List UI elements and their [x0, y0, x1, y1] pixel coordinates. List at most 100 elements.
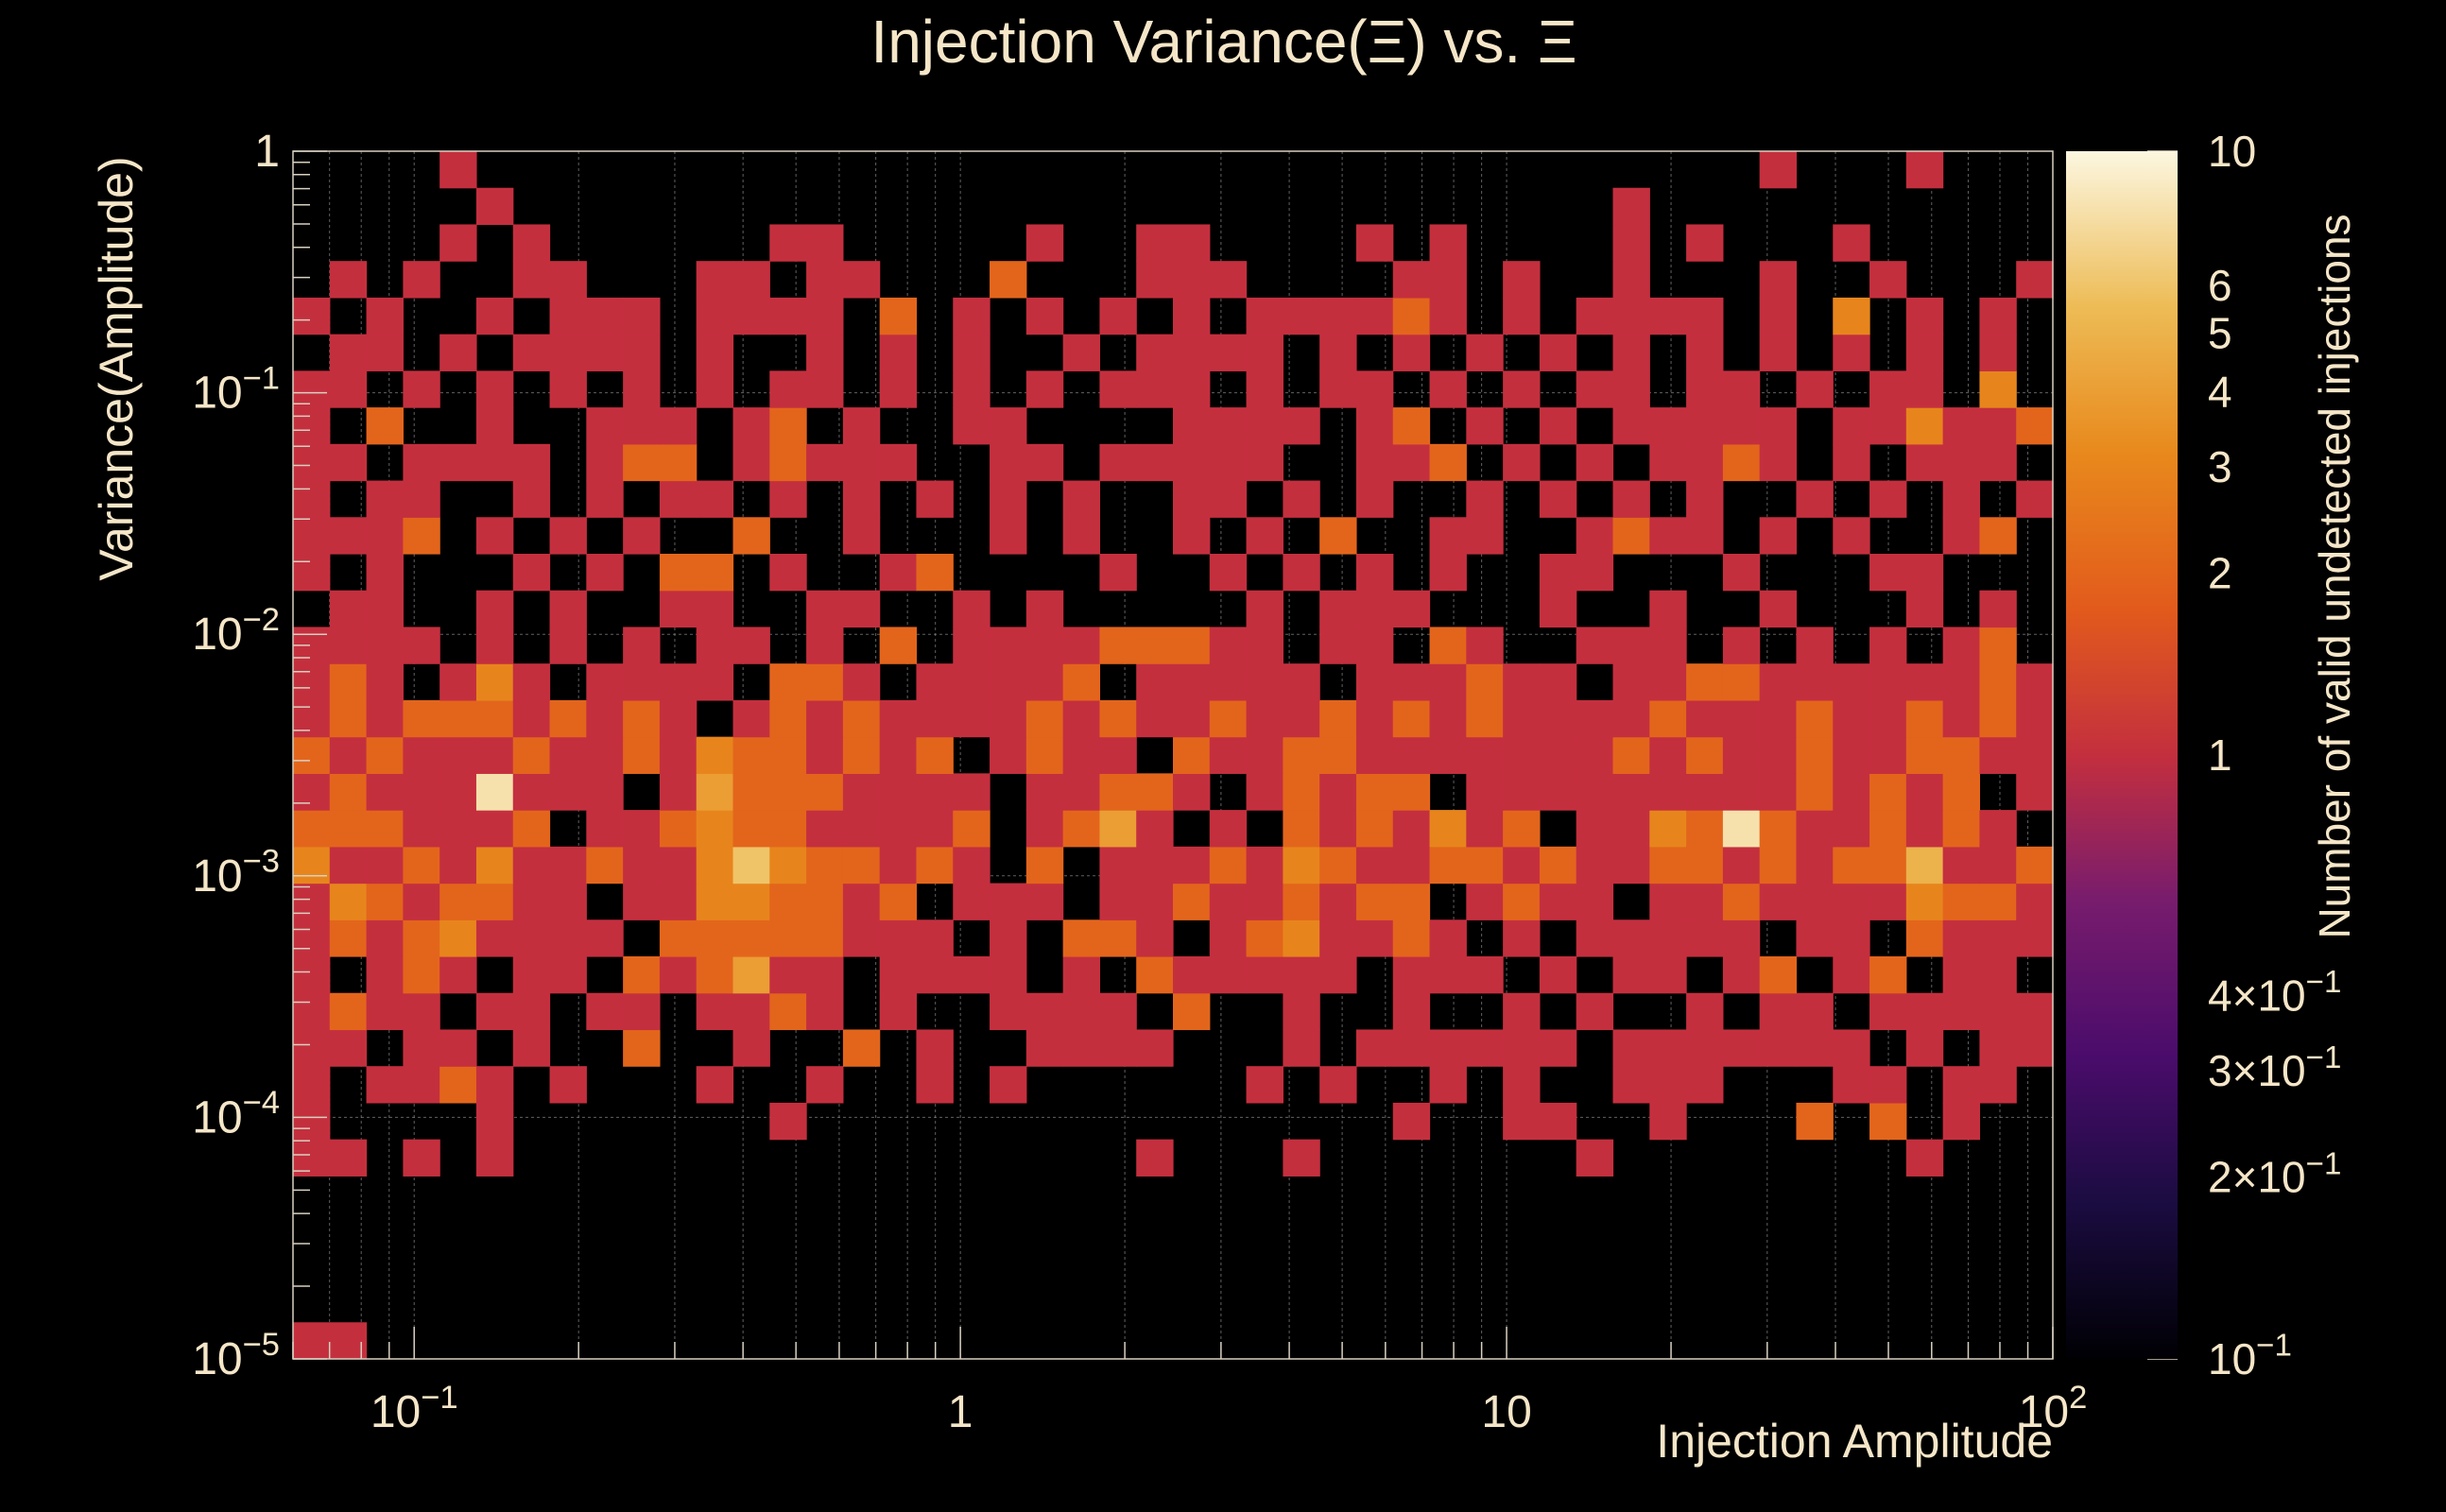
- heatmap-cell: [329, 261, 368, 299]
- heatmap-cell: [1246, 919, 1283, 957]
- heatmap-cell: [1025, 773, 1064, 811]
- axis-tick-labels: 10−1 1 10 102 1 10−1 10−2 10−3 10−4 10−5 10 65 4 3 2 1 4…: [192, 127, 2341, 1437]
- heatmap-cell: [659, 846, 698, 885]
- heatmap-cell: [659, 956, 698, 994]
- heatmap-cell: [1025, 663, 1064, 701]
- colorbar-tick-label: 2: [2208, 549, 2232, 598]
- heatmap-cell: [1869, 736, 1907, 774]
- heatmap-cell: [806, 224, 844, 262]
- heatmap-cell: [1979, 590, 2017, 628]
- heatmap-cell: [879, 883, 918, 920]
- heatmap-cell: [769, 919, 807, 957]
- heatmap-cell: [1283, 1029, 1320, 1067]
- heatmap-cell: [1466, 736, 1504, 774]
- heatmap-cell: [1466, 1029, 1504, 1067]
- heatmap-cell: [1283, 736, 1320, 774]
- heatmap-cell: [1722, 699, 1761, 738]
- heatmap-cell: [806, 261, 844, 299]
- heatmap-cell: [1355, 810, 1394, 848]
- heatmap-cell: [1099, 810, 1137, 848]
- heatmap-cell: [1833, 297, 1870, 335]
- heatmap-cell: [439, 919, 477, 957]
- heatmap-cell: [1355, 590, 1394, 628]
- colorbar-tick-label: 5: [2208, 308, 2232, 357]
- heatmap-cell: [1099, 736, 1137, 774]
- heatmap-cells: [293, 151, 2054, 1360]
- heatmap-cell: [1209, 627, 1248, 664]
- heatmap-cell: [990, 919, 1027, 957]
- heatmap-cell: [1025, 699, 1064, 738]
- heatmap-cell: [1319, 370, 1357, 408]
- heatmap-cell: [475, 407, 514, 445]
- heatmap-cell: [1759, 810, 1798, 848]
- heatmap-cell: [696, 627, 734, 664]
- heatmap-cell: [1283, 919, 1320, 957]
- heatmap-cell: [1136, 261, 1174, 299]
- heatmap-cell: [769, 297, 807, 335]
- heatmap-cell: [1503, 919, 1541, 957]
- heatmap-cell: [293, 736, 331, 774]
- heatmap-cell: [1759, 261, 1798, 299]
- heatmap-cell: [1942, 663, 1981, 701]
- heatmap-cell: [439, 443, 477, 482]
- heatmap-cell: [879, 297, 918, 335]
- heatmap-cell: [1869, 956, 1907, 994]
- heatmap-cell: [953, 699, 990, 738]
- heatmap-cell: [1099, 699, 1137, 738]
- heatmap-cell: [696, 663, 734, 701]
- heatmap-cell: [696, 554, 734, 592]
- heatmap-cell: [806, 627, 844, 664]
- heatmap-cell: [1722, 370, 1761, 408]
- heatmap-cell: [1392, 407, 1431, 445]
- heatmap-cell: [1979, 297, 2017, 335]
- heatmap-cell: [1869, 554, 1907, 592]
- heatmap-cell: [732, 1029, 770, 1067]
- heatmap-cell: [732, 517, 770, 555]
- heatmap-cell: [916, 736, 954, 774]
- heatmap-cell: [1319, 736, 1357, 774]
- heatmap-cell: [1759, 407, 1798, 445]
- heatmap-cell: [1649, 1029, 1687, 1067]
- heatmap-cell: [1246, 590, 1283, 628]
- heatmap-cell: [1942, 1102, 1981, 1141]
- heatmap-cell: [403, 370, 440, 408]
- heatmap-cell: [842, 736, 881, 774]
- heatmap-cell: [1503, 736, 1541, 774]
- heatmap-cell: [549, 919, 587, 957]
- heatmap-cell: [1283, 883, 1320, 920]
- chart-title: Injection Variance(Ξ) vs. Ξ: [870, 8, 1576, 76]
- heatmap-cell: [1979, 627, 2017, 664]
- heatmap-cell: [586, 773, 624, 811]
- heatmap-cell: [806, 919, 844, 957]
- heatmap-cell: [549, 773, 587, 811]
- heatmap-cell: [806, 590, 844, 628]
- heatmap-cell: [1319, 699, 1357, 738]
- heatmap-cell: [1283, 846, 1320, 885]
- heatmap-cell: [659, 773, 698, 811]
- heatmap-cell: [842, 517, 881, 555]
- heatmap-cell: [916, 554, 954, 592]
- heatmap-cell: [1025, 590, 1064, 628]
- heatmap-cell: [293, 1322, 331, 1360]
- x-tick-label: 1: [948, 1387, 973, 1437]
- heatmap-cell: [586, 699, 624, 738]
- heatmap-cell: [696, 334, 734, 371]
- heatmap-cell: [879, 956, 918, 994]
- heatmap-cell: [1429, 261, 1467, 299]
- y-tick-label: 10−2: [192, 602, 280, 660]
- heatmap-cell: [1429, 663, 1467, 701]
- heatmap-cell: [1136, 1029, 1174, 1067]
- heatmap-cell: [696, 773, 734, 811]
- heatmap-cell: [549, 590, 587, 628]
- heatmap-cell: [1429, 810, 1467, 848]
- heatmap-cell: [293, 1029, 331, 1067]
- heatmap-cell: [1173, 663, 1211, 701]
- heatmap-cell: [1759, 992, 1798, 1031]
- heatmap-cell: [1942, 627, 1981, 664]
- heatmap-cell: [879, 554, 918, 592]
- heatmap-cell: [1392, 663, 1431, 701]
- heatmap-cell: [1979, 810, 2017, 848]
- heatmap-cell: [1539, 846, 1577, 885]
- heatmap-cell: [1429, 1029, 1467, 1067]
- heatmap-cell: [659, 554, 698, 592]
